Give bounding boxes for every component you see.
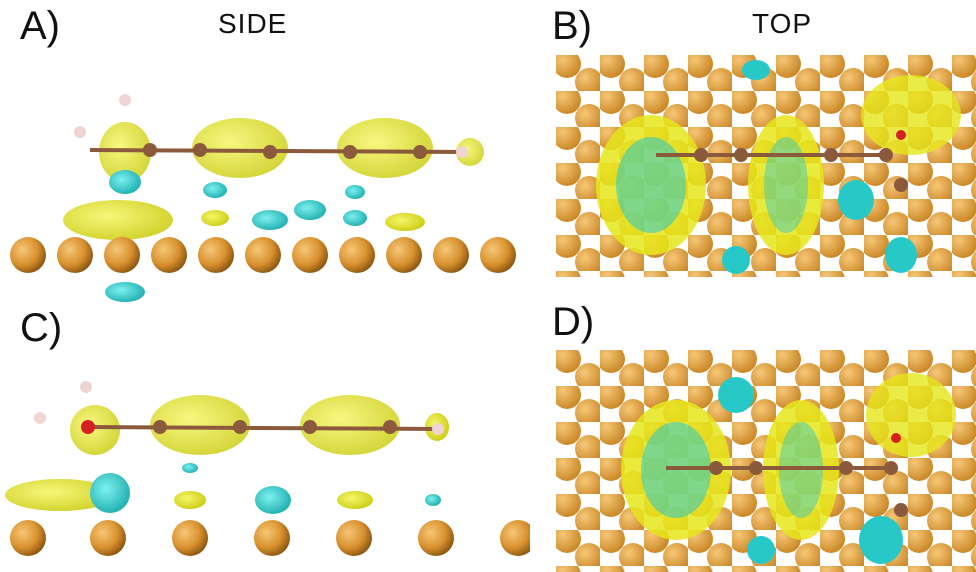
charge-lobe xyxy=(105,282,145,302)
gold-atom xyxy=(172,520,208,556)
charge-lobe xyxy=(255,486,291,514)
charge-lobe xyxy=(300,395,400,455)
charge-lobe xyxy=(742,60,770,80)
charge-lobe xyxy=(718,377,754,413)
charge-lobe xyxy=(343,210,367,226)
charge-lobe xyxy=(70,405,120,455)
charge-lobe xyxy=(203,182,227,198)
charge-lobe xyxy=(425,494,441,506)
oxygen-atom xyxy=(81,420,95,434)
top-view-title: TOP xyxy=(752,8,813,39)
carbon-atom xyxy=(894,503,908,517)
charge-lobe xyxy=(201,210,229,226)
charge-lobe xyxy=(337,491,373,509)
hydrogen-atom xyxy=(74,126,86,138)
carbon-atom xyxy=(879,148,893,162)
charge-lobe xyxy=(747,536,775,564)
hydrogen-atom xyxy=(456,146,468,158)
panel-b-top-view xyxy=(556,55,976,277)
gold-atom xyxy=(57,237,93,273)
carbon-atom xyxy=(839,461,853,475)
carbon-atom xyxy=(143,143,157,157)
panel-a-render xyxy=(10,94,516,302)
side-view-title: SIDE xyxy=(218,8,288,39)
hydrogen-atom xyxy=(80,381,92,393)
gold-atom xyxy=(245,237,281,273)
charge-lobe xyxy=(63,200,173,240)
carbon-atom xyxy=(824,148,838,162)
gold-atom xyxy=(500,520,530,556)
carbon-atom xyxy=(383,420,397,434)
charge-lobe xyxy=(192,118,288,178)
panel-label-a: A) xyxy=(20,4,60,48)
charge-lobe xyxy=(337,118,433,178)
carbon-atom xyxy=(303,420,317,434)
charge-lobe xyxy=(861,75,961,155)
panel-label-c: C) xyxy=(20,306,63,350)
oxygen-atom xyxy=(896,130,906,140)
gold-atom xyxy=(10,237,46,273)
panel-d-render xyxy=(556,350,976,572)
gold-atom xyxy=(90,520,126,556)
carbon-atom xyxy=(153,420,167,434)
hydrogen-atom xyxy=(119,94,131,106)
hydrogen-atom xyxy=(432,423,444,435)
gold-atom xyxy=(418,520,454,556)
charge-lobe xyxy=(252,210,288,230)
gold-atom xyxy=(254,520,290,556)
panel-c-side-view xyxy=(0,365,530,572)
charge-lobe xyxy=(150,395,250,455)
carbon-atom xyxy=(709,461,723,475)
charge-lobe xyxy=(866,373,956,457)
gold-atom xyxy=(480,237,516,273)
charge-lobe xyxy=(616,137,686,233)
charge-lobe xyxy=(764,137,808,233)
gold-atom xyxy=(151,237,187,273)
panel-d-top-view xyxy=(556,350,976,572)
carbon-atom xyxy=(884,461,898,475)
carbon-atom xyxy=(193,143,207,157)
panel-a-side-view xyxy=(0,60,530,310)
charge-lobe xyxy=(859,516,903,564)
gold-atom xyxy=(198,237,234,273)
charge-lobe xyxy=(294,200,326,220)
carbon-atom xyxy=(233,420,247,434)
carbon-atom xyxy=(694,148,708,162)
charge-lobe xyxy=(456,138,484,166)
panel-b-render xyxy=(556,55,976,277)
carbon-atom xyxy=(734,148,748,162)
carbon-atom xyxy=(894,178,908,192)
gold-surface-row xyxy=(10,237,516,273)
carbon-atom xyxy=(749,461,763,475)
panel-label-d: D) xyxy=(552,300,595,344)
gold-atom xyxy=(104,237,140,273)
gold-atom xyxy=(433,237,469,273)
charge-lobe xyxy=(748,115,824,255)
charge-lobe xyxy=(174,491,206,509)
charge-lobe xyxy=(345,185,365,199)
charge-lobe xyxy=(5,479,115,511)
panel-label-b: B) xyxy=(552,4,592,48)
carbon-atom xyxy=(413,145,427,159)
charge-lobe xyxy=(385,213,425,231)
charge-lobe xyxy=(722,246,750,274)
gold-atom xyxy=(339,237,375,273)
charge-lobe xyxy=(109,170,141,194)
charge-lobe xyxy=(885,237,917,273)
hydrogen-atom xyxy=(34,412,46,424)
gold-surface-row xyxy=(10,520,530,556)
gold-atom xyxy=(336,520,372,556)
oxygen-atom xyxy=(891,433,901,443)
gold-atom xyxy=(292,237,328,273)
gold-atom xyxy=(10,520,46,556)
charge-lobe xyxy=(182,463,198,473)
carbon-atom xyxy=(263,145,277,159)
charge-lobe xyxy=(838,180,874,220)
charge-lobe xyxy=(90,473,130,513)
carbon-atom xyxy=(343,145,357,159)
panel-c-render xyxy=(5,381,530,556)
gold-atom xyxy=(386,237,422,273)
